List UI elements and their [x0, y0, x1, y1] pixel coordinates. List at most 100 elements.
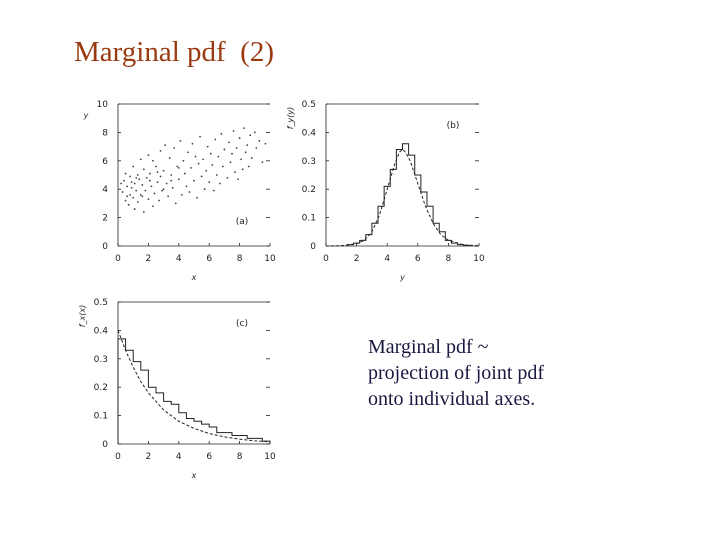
- scatter-point: [129, 175, 132, 178]
- scatter-point: [261, 161, 264, 164]
- pdf-curve: [117, 330, 271, 443]
- caption-line-1: Marginal pdf ~: [368, 336, 489, 358]
- scatter-point: [258, 140, 261, 142]
- scatter-point: [153, 192, 156, 195]
- scatter-point: [149, 172, 151, 175]
- scatter-point: [194, 155, 197, 158]
- x-tick-label: 0: [115, 254, 121, 264]
- scatter-point: [141, 195, 144, 198]
- y-tick-label: 0.2: [94, 383, 108, 393]
- scatter-point: [159, 149, 162, 152]
- scatter-point: [161, 189, 163, 192]
- scatter-point: [127, 203, 130, 206]
- scatter-point: [217, 155, 220, 158]
- y-tick-label: 4: [102, 185, 108, 195]
- scatter-point: [205, 169, 208, 172]
- y-tick-label: 0.1: [302, 214, 316, 224]
- scatter-point: [229, 161, 232, 164]
- scatter-point: [139, 193, 142, 196]
- scatter-point: [130, 181, 133, 184]
- scatter-point: [126, 195, 129, 198]
- scatter-point: [156, 171, 159, 174]
- scatter-point: [182, 159, 185, 162]
- scatter-point: [135, 189, 138, 192]
- slide-title: Marginal pdf (2): [74, 36, 274, 68]
- scatter-point: [133, 208, 136, 210]
- scatter-point: [179, 140, 182, 142]
- y-tick-label: 0.3: [302, 157, 316, 167]
- scatter-point: [255, 147, 258, 149]
- panel-label: (a): [236, 217, 249, 227]
- scatter-point: [155, 165, 157, 168]
- y-tick-label: 0.5: [94, 298, 108, 308]
- scatter-point: [228, 141, 230, 144]
- scatter-point: [209, 152, 212, 155]
- scatter-point: [133, 182, 136, 185]
- scatter-point: [191, 142, 194, 145]
- y-tick-label: 0.4: [302, 128, 317, 138]
- x-tick-label: 0: [323, 254, 329, 264]
- scatter-point: [199, 135, 201, 138]
- x-tick-label: 8: [237, 452, 243, 462]
- scatter-point: [244, 151, 247, 154]
- scatter-point: [142, 211, 145, 213]
- x-axis-label: x: [191, 471, 197, 480]
- histogram-steps: [346, 143, 471, 246]
- y-tick-label: 2: [102, 214, 108, 224]
- scatter-point: [190, 167, 192, 169]
- scatter-point: [196, 196, 198, 199]
- scatter-point: [197, 162, 200, 165]
- scatter-point: [138, 178, 141, 181]
- x-tick-label: 10: [264, 452, 276, 462]
- scatter-point: [202, 158, 205, 161]
- scatter-point: [253, 131, 256, 134]
- scatter-point: [234, 171, 236, 174]
- scatter-point: [226, 176, 229, 179]
- scatter-point: [243, 127, 246, 130]
- x-tick-label: 2: [146, 254, 152, 264]
- panel-label: (b): [447, 121, 460, 131]
- scatter-point: [124, 199, 127, 202]
- y-tick-label: 0.2: [302, 185, 316, 195]
- caption-line-2: projection of joint pdf: [368, 362, 545, 384]
- scatter-point: [150, 185, 153, 188]
- scatter-point: [152, 205, 154, 208]
- x-tick-label: 6: [415, 254, 421, 264]
- scatter-point: [211, 164, 214, 166]
- scatter-point: [176, 165, 179, 168]
- scatter-point: [164, 144, 167, 147]
- scatter-point: [180, 193, 183, 196]
- scatter-point: [147, 198, 150, 201]
- x-axis-label: x: [191, 273, 197, 282]
- scatter-point: [246, 144, 249, 147]
- x-axis-label: y: [399, 273, 405, 282]
- scatter-point: [136, 201, 139, 203]
- scatter-point: [126, 185, 129, 188]
- x-tick-label: 6: [206, 452, 212, 462]
- scatter-point: [156, 181, 159, 184]
- scatter-point: [218, 182, 221, 185]
- scatter-point: [141, 184, 144, 186]
- scatter-point: [171, 186, 174, 189]
- caption: Marginal pdf ~ projection of joint pdf o…: [368, 334, 668, 412]
- scatter-point: [158, 199, 160, 202]
- x-tick-label: 8: [237, 254, 243, 264]
- panel-b-marginal-y-plot: 0 2 4 6 8 10 0 0.1 0.2 0.3 0.4 0.5 y f_y(y) (b): [286, 100, 485, 282]
- y-axis-label: f_y(y): [286, 107, 295, 130]
- y-tick-label: 0: [102, 440, 108, 450]
- scatter-point: [241, 168, 244, 171]
- x-tick-label: 2: [146, 452, 152, 462]
- scatter-point: [170, 179, 173, 182]
- scatter-point: [220, 132, 223, 135]
- scatter-point: [135, 176, 138, 179]
- scatter-point: [124, 172, 127, 175]
- scatter-point: [237, 178, 239, 181]
- x-tick-label: 6: [206, 254, 212, 264]
- x-tick-label: 4: [176, 452, 182, 462]
- x-tick-label: 4: [176, 254, 182, 264]
- y-tick-label: 8: [102, 128, 108, 138]
- scatter-point: [132, 196, 135, 199]
- scatter-point: [142, 168, 145, 171]
- scatter-point: [147, 154, 150, 157]
